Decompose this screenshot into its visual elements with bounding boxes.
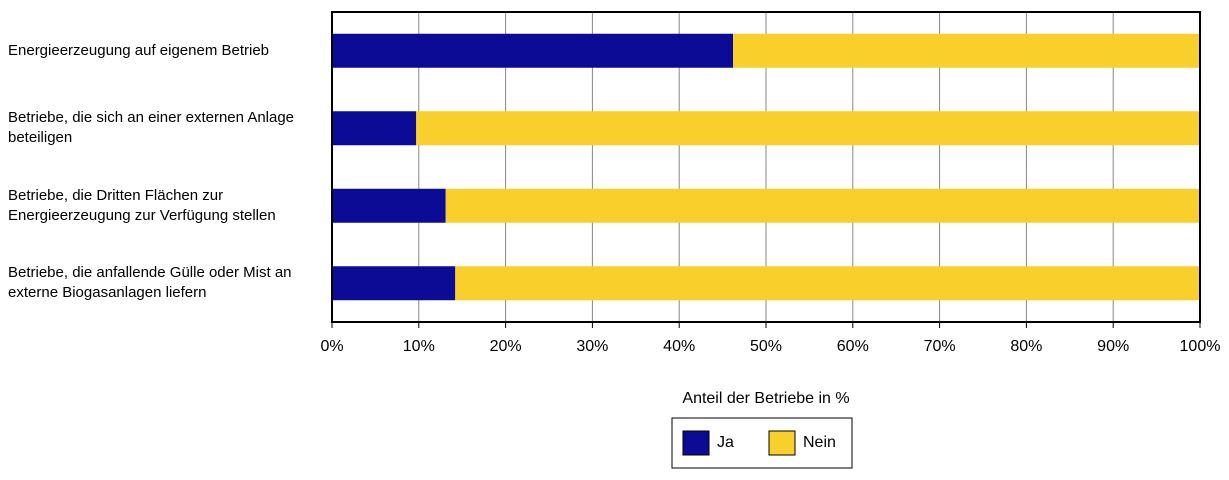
bar-segment <box>445 188 1200 223</box>
x-tick-label: 40% <box>663 338 695 355</box>
bar-segment <box>332 188 446 223</box>
category-label: Betriebe, die anfallende Gülle oder Mist… <box>8 264 292 302</box>
category-label: Betriebe, die sich an einer externen Anl… <box>8 109 295 147</box>
bar-segment <box>416 111 1200 146</box>
x-tick-label: 10% <box>403 338 435 355</box>
x-tick-label: 30% <box>576 338 608 355</box>
x-tick-label: 100% <box>1180 338 1221 355</box>
legend-swatch <box>682 430 710 456</box>
bar-segment <box>332 266 456 301</box>
x-tick-label: 70% <box>924 338 956 355</box>
x-tick-label: 50% <box>750 338 782 355</box>
x-tick-label: 60% <box>837 338 869 355</box>
bar-segment <box>332 111 417 146</box>
legend-swatch <box>768 430 796 456</box>
legend-label: Nein <box>803 434 836 451</box>
bar-segment <box>455 266 1201 301</box>
category-label: Energieerzeugung auf eigenem Betrieb <box>8 41 270 59</box>
x-tick-label: 20% <box>490 338 522 355</box>
plot-border <box>331 11 1201 323</box>
bar-segment <box>332 33 734 68</box>
category-label: Betriebe, die Dritten Flächen zur Energi… <box>8 186 276 224</box>
bar-segment <box>733 33 1200 68</box>
legend-label: Ja <box>717 434 734 451</box>
x-tick-label: 90% <box>1097 338 1129 355</box>
x-tick-label: 0% <box>320 338 343 355</box>
x-axis-label: Anteil der Betriebe in % <box>682 390 849 407</box>
x-tick-label: 80% <box>1010 338 1042 355</box>
